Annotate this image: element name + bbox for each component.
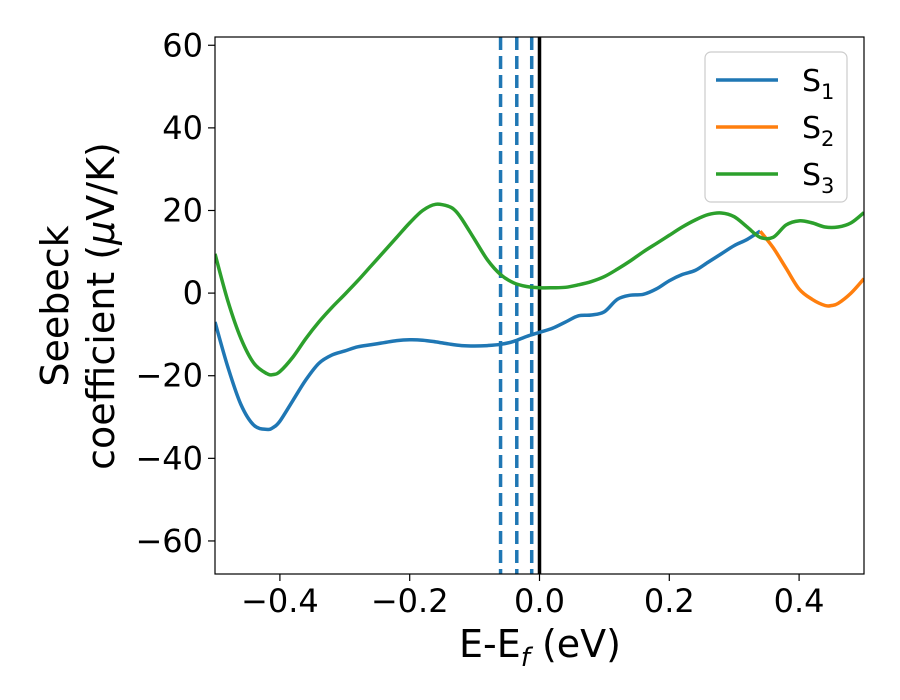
x-axis-ticks: −0.4 −0.2 0.0 0.2 0.4 (241, 574, 825, 620)
x-tick-label: −0.4 (241, 582, 319, 620)
y-tick-label: 40 (162, 109, 203, 147)
legend: S1 S2 S3 (704, 51, 848, 203)
x-tick-label: 0.0 (514, 582, 565, 620)
y-tick-label: 20 (162, 191, 203, 229)
y-axis-label: Seebeck coefficient (μV/K) (33, 142, 123, 470)
series-line-s1 (215, 229, 762, 432)
y-tick-label: 60 (162, 26, 203, 64)
x-tick-label: 0.2 (644, 582, 695, 620)
y-axis-label-line2: coefficient (μV/K) (79, 142, 123, 470)
x-tick-label: 0.4 (774, 582, 825, 620)
legend-label-s1: S1 (802, 64, 834, 104)
y-tick-label: −60 (135, 522, 203, 560)
y-axis-label-line1: Seebeck (33, 225, 77, 386)
reference-lines (498, 37, 542, 574)
legend-label-s3: S3 (802, 158, 834, 198)
y-axis-ticks: −60 −40 −20 0 20 40 60 (135, 26, 215, 560)
x-axis-label: E-Ef (eV) (459, 622, 621, 673)
x-tick-label: −0.2 (371, 582, 449, 620)
y-tick-label: −40 (135, 439, 203, 477)
series-line-s2 (758, 230, 864, 308)
series-line-s3 (215, 202, 864, 377)
y-tick-label: 0 (183, 274, 203, 312)
series-lines (215, 202, 864, 432)
legend-label-s2: S2 (802, 111, 834, 151)
y-tick-label: −20 (135, 357, 203, 395)
